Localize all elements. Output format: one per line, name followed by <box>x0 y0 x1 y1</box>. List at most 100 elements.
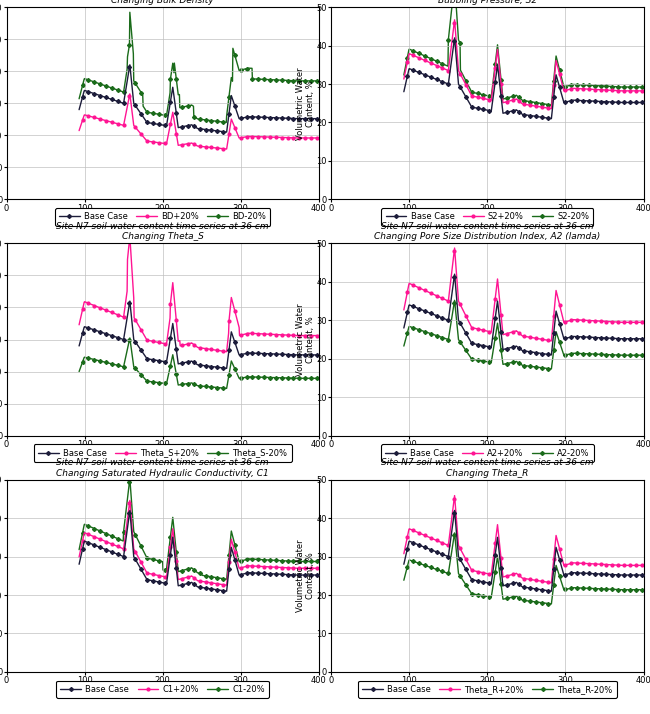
Line: Base Case: Base Case <box>78 300 320 370</box>
Line: S2+20%: S2+20% <box>402 19 645 110</box>
Title: Site N7 soil-water content time series at 36 cm
Changing Pore Size Distribution : Site N7 soil-water content time series a… <box>374 222 601 241</box>
Base Case <box>466 99 474 108</box>
Theta_R-20% <box>547 600 555 608</box>
Line: BD+20%: BD+20% <box>78 92 320 151</box>
C1+20% <box>222 581 229 590</box>
Theta_R+20% <box>466 562 474 570</box>
X-axis label: 2005 Julian Day: 2005 Julian Day <box>127 688 198 697</box>
Line: Theta_S-20%: Theta_S-20% <box>78 336 320 390</box>
Line: Base Case: Base Case <box>78 64 320 134</box>
Theta_S-20% <box>130 363 138 371</box>
S2-20% <box>640 83 648 91</box>
C1-20% <box>222 575 229 583</box>
A2+20% <box>452 260 460 268</box>
Theta_R-20% <box>640 585 648 594</box>
Base Case <box>130 336 138 344</box>
BD-20% <box>223 111 231 120</box>
S2+20% <box>547 104 554 113</box>
Base Case <box>130 99 138 108</box>
Base Case <box>455 81 463 89</box>
Line: Theta_S+20%: Theta_S+20% <box>78 235 320 353</box>
Line: S2-20%: S2-20% <box>402 0 645 106</box>
C1+20% <box>223 581 231 590</box>
BD-20% <box>315 76 323 85</box>
Base Case <box>127 520 135 528</box>
X-axis label: 2005 Julian Day: 2005 Julian Day <box>452 688 523 697</box>
Theta_R-20% <box>455 570 463 578</box>
Base Case <box>466 572 474 580</box>
Y-axis label: Volumetric Water
Content, %: Volumetric Water Content, % <box>296 303 315 376</box>
Title: Site N7 soil-water content time series at 36 cm
Bubbling Pressure, S2: Site N7 soil-water content time series a… <box>381 0 593 5</box>
Base Case <box>222 587 229 595</box>
Theta_S+20% <box>223 348 231 356</box>
Theta_S+20% <box>222 347 229 356</box>
Theta_R-20% <box>547 600 554 608</box>
Base Case <box>141 351 149 360</box>
Base Case <box>315 351 323 359</box>
Base Case <box>547 587 555 595</box>
C1-20% <box>223 575 231 583</box>
Legend: Base Case, BD+20%, BD-20%: Base Case, BD+20%, BD-20% <box>55 208 270 226</box>
A2+20% <box>455 298 463 306</box>
X-axis label: 2005 Julian Day: 2005 Julian Day <box>127 451 198 461</box>
Base Case <box>452 283 460 292</box>
Theta_S+20% <box>127 251 135 259</box>
Base Case <box>127 72 135 81</box>
Base Case <box>452 520 460 528</box>
Title: Site N7 soil-water content time series at 36 cm
Changing Bulk Density: Site N7 soil-water content time series a… <box>57 0 269 5</box>
S2-20% <box>452 0 460 4</box>
A2-20% <box>547 365 555 373</box>
Legend: Base Case, C1+20%, C1-20%: Base Case, C1+20%, C1-20% <box>56 680 269 698</box>
Theta_S+20% <box>315 331 323 340</box>
A2-20% <box>455 336 463 344</box>
Line: Theta_R+20%: Theta_R+20% <box>402 494 645 584</box>
Line: C1+20%: C1+20% <box>78 499 320 587</box>
Base Case <box>455 553 463 561</box>
Y-axis label: Volumetric Water
Content, %: Volumetric Water Content, % <box>296 67 315 139</box>
Line: Theta_R-20%: Theta_R-20% <box>402 531 645 605</box>
Theta_S-20% <box>127 342 135 351</box>
A2-20% <box>466 352 474 361</box>
Theta_S+20% <box>130 313 138 322</box>
C1+20% <box>127 511 135 519</box>
BD-20% <box>130 77 138 86</box>
A2-20% <box>452 308 460 316</box>
S2+20% <box>466 88 474 96</box>
BD+20% <box>141 134 149 143</box>
Line: Base Case: Base Case <box>78 509 320 593</box>
Theta_S-20% <box>222 384 229 393</box>
A2+20% <box>640 318 648 326</box>
Theta_S-20% <box>315 374 323 383</box>
C1+20% <box>130 545 138 554</box>
BD+20% <box>127 99 135 108</box>
Legend: Base Case, A2+20%, A2-20%: Base Case, A2+20%, A2-20% <box>381 444 593 462</box>
S2-20% <box>466 84 474 93</box>
Theta_S-20% <box>223 384 231 393</box>
Line: Base Case: Base Case <box>402 36 645 120</box>
Base Case <box>127 308 135 317</box>
A2+20% <box>547 336 554 345</box>
Legend: Base Case, Theta_S+20%, Theta_S-20%: Base Case, Theta_S+20%, Theta_S-20% <box>34 444 291 462</box>
C1-20% <box>315 557 323 565</box>
Title: Site N7 soil-water content time series at 36 cm
Changing Theta_R: Site N7 soil-water content time series a… <box>381 458 593 478</box>
BD+20% <box>315 134 323 142</box>
Base Case <box>141 572 149 580</box>
Theta_S+20% <box>141 332 149 341</box>
Base Case <box>223 128 231 136</box>
Line: A2+20%: A2+20% <box>402 246 645 342</box>
A2+20% <box>466 319 474 328</box>
Theta_R-20% <box>466 586 474 595</box>
BD+20% <box>223 145 231 154</box>
Line: Base Case: Base Case <box>402 509 645 593</box>
Base Case <box>640 570 648 579</box>
Theta_R+20% <box>640 561 648 570</box>
Base Case <box>222 364 229 373</box>
BD+20% <box>130 121 138 130</box>
BD-20% <box>222 118 229 126</box>
Title: Site N7 soil-water content time series at 36 cm
Changing Theta_S: Site N7 soil-water content time series a… <box>57 222 269 241</box>
Theta_R-20% <box>452 540 460 549</box>
S2-20% <box>547 101 554 109</box>
S2+20% <box>640 86 648 95</box>
C1-20% <box>141 550 149 558</box>
C1+20% <box>315 564 323 573</box>
